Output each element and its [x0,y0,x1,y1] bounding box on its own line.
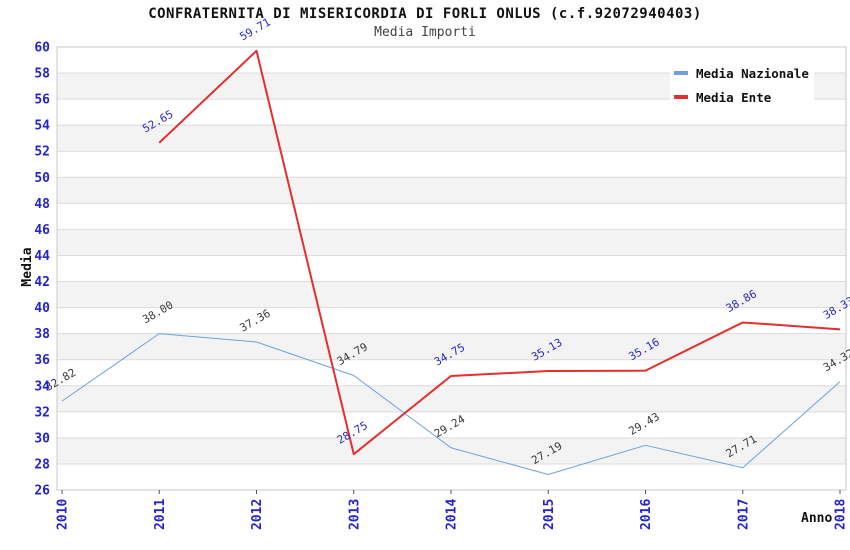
y-tick-label: 38 [34,327,50,342]
plot-band [57,125,846,152]
series-line-media-nazionale [61,333,841,475]
plot-band [57,437,846,464]
y-tick-label: 54 [34,119,50,134]
legend-item-media-ente: Media Ente [674,85,814,109]
plot-band [57,255,846,282]
line-swatch-icon [674,95,688,99]
x-axis-title: Anno [801,511,833,526]
y-tick-label: 56 [34,93,50,108]
y-tick-label: 58 [34,67,50,82]
line-swatch-icon [674,71,688,75]
x-tick-label: 2017 [736,499,751,530]
plot-band [57,281,846,308]
y-tick-label: 32 [34,405,50,420]
data-point-label: 59.71 [238,16,273,44]
chart-title: CONFRATERNITA DI MISERICORDIA DI FORLI O… [148,6,702,22]
y-tick-label: 44 [34,249,50,264]
x-tick-label: 2016 [639,499,654,530]
x-tick-label: 2015 [542,499,557,530]
plot-band [57,177,846,204]
plot-band [57,359,846,386]
y-axis-title: Media [20,247,35,287]
x-tick-label: 2018 [834,499,849,530]
plot-band [57,307,846,334]
y-tick-label: 50 [34,171,50,186]
plot-band [57,203,846,230]
legend-item-media-nazionale: Media Nazionale [674,61,814,85]
y-tick-label: 42 [34,275,50,290]
plot-band [57,229,846,256]
chart-subtitle: Media Importi [374,25,476,40]
y-tick-label: 26 [34,484,50,499]
legend-label: Media Ente [696,89,772,105]
plot-band [57,411,846,438]
x-tick-label: 2011 [153,499,168,530]
x-tick-label: 2013 [347,499,362,530]
plot-band [57,385,846,412]
y-tick-label: 48 [34,197,50,212]
y-tick-label: 36 [34,353,50,368]
x-tick-label: 2010 [56,499,71,530]
x-tick-label: 2012 [250,499,265,530]
legend: Media Nazionale Media Ente [670,52,814,118]
plot-band [57,463,846,490]
y-tick-label: 52 [34,145,50,160]
series-line-media-ente [158,49,841,456]
y-tick-label: 46 [34,223,50,238]
x-tick-label: 2014 [445,499,460,530]
plot-band [57,333,846,360]
plot-band [57,151,846,178]
y-tick-label: 40 [34,301,50,316]
y-tick-label: 60 [34,41,50,56]
y-tick-label: 30 [34,431,50,446]
legend-label: Media Nazionale [696,65,809,81]
y-tick-label: 34 [34,379,50,394]
y-tick-label: 28 [34,457,50,472]
